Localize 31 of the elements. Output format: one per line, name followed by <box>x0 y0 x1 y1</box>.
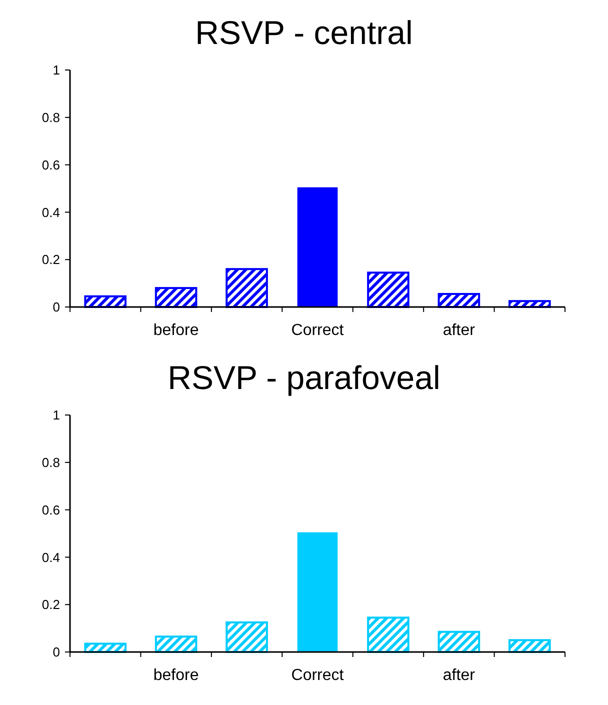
y-tick-label: 0 <box>52 644 60 660</box>
bar <box>154 636 198 653</box>
x-tick-label: before <box>153 667 199 684</box>
y-tick-label: 0.4 <box>42 550 60 565</box>
y-tick-label: 0 <box>52 300 60 315</box>
bar <box>154 287 198 308</box>
bar <box>438 630 480 653</box>
y-tick-label: 0.2 <box>42 252 60 268</box>
bar <box>226 621 268 653</box>
y-tick-label: 0.8 <box>42 454 60 470</box>
bar <box>226 268 268 308</box>
y-tick-label: 0.8 <box>42 110 60 125</box>
chart-title: RSVP - central <box>195 14 413 51</box>
x-tick-label: Correct <box>291 667 344 684</box>
y-tick-label: 1 <box>52 408 60 423</box>
y-tick-label: 1 <box>52 62 60 78</box>
bar <box>438 292 480 308</box>
y-tick-label: 0.6 <box>42 502 60 518</box>
bar <box>367 616 410 653</box>
y-tick-label: 0.4 <box>42 204 60 220</box>
y-tick-label: 0.2 <box>42 597 60 612</box>
bar <box>297 532 338 652</box>
bar <box>508 639 551 653</box>
bar <box>297 187 338 307</box>
x-tick-label: Correct <box>291 322 344 339</box>
y-tick-label: 0.6 <box>42 157 60 172</box>
chart-title: RSVP - parafoveal <box>168 359 440 396</box>
x-tick-label: after <box>442 667 476 684</box>
bar <box>367 272 410 308</box>
x-tick-label: before <box>153 322 199 339</box>
x-tick-label: after <box>442 322 476 339</box>
